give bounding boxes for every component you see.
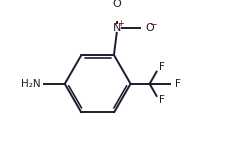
Text: F: F: [158, 62, 164, 72]
Text: +: +: [117, 19, 124, 28]
Text: O: O: [145, 23, 153, 33]
Text: F: F: [158, 95, 164, 105]
Text: −: −: [149, 19, 156, 28]
Text: O: O: [112, 0, 121, 9]
Text: F: F: [174, 79, 180, 89]
Text: N: N: [112, 23, 120, 33]
Text: H₂N: H₂N: [21, 79, 40, 89]
